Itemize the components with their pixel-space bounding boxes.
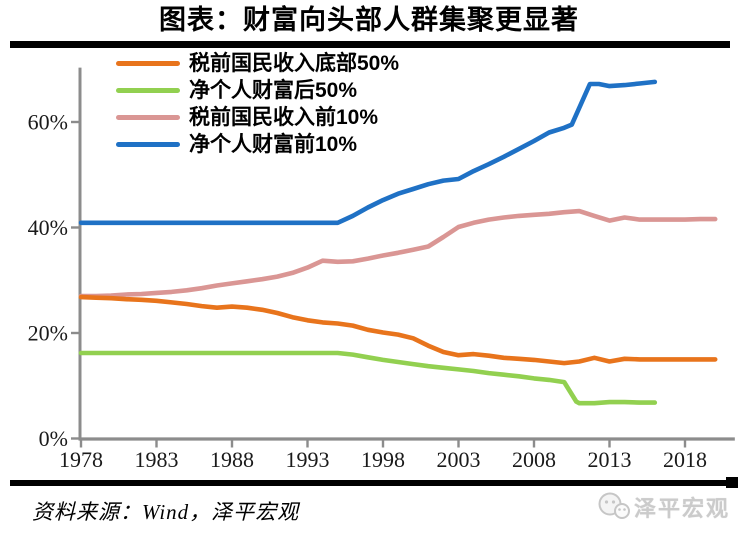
legend-swatch-wealth-bottom-50 (116, 88, 180, 93)
x-tick-label: 2013 (588, 447, 632, 472)
chart-legend: 税前国民收入底部50% 净个人财富后50% 税前国民收入前10% 净个人财富前10% (116, 50, 399, 158)
series-line-wealth-bottom-50 (78, 350, 658, 406)
top-divider-rule (10, 41, 730, 48)
data-source-note: 资料来源：Wind，泽平宏观 (32, 500, 300, 524)
bottom-divider-rule (10, 480, 738, 486)
series-line-income-top-10 (78, 208, 718, 299)
legend-swatch-income-top-10 (116, 115, 180, 120)
chart-title: 图表：财富向头部人群集聚更显著 (159, 5, 579, 35)
y-tick-label: 60% (28, 110, 68, 135)
legend-item-income-top-10: 税前国民收入前10% (116, 104, 399, 131)
legend-item-wealth-top-10: 净个人财富前10% (116, 131, 399, 158)
x-tick-label: 1998 (361, 447, 405, 472)
x-tick-label: 1983 (135, 447, 179, 472)
wechat-chat-bubbles-icon (598, 492, 630, 519)
x-tick-label: 1988 (210, 447, 254, 472)
legend-label-wealth-top-10: 净个人财富前10% (189, 133, 358, 156)
y-tick-label: 0% (39, 426, 68, 451)
legend-swatch-wealth-top-10 (116, 142, 180, 147)
x-tick-label: 2003 (437, 447, 481, 472)
legend-item-income-bottom-50: 税前国民收入底部50% (116, 50, 399, 77)
legend-label-wealth-bottom-50: 净个人财富后50% (189, 79, 358, 102)
series-line-income-bottom-50 (78, 294, 718, 366)
brand-watermark: 泽平宏观 (596, 490, 730, 524)
x-tick-label: 2018 (663, 447, 707, 472)
x-tick-label: 1978 (59, 447, 103, 472)
series-line-wealth-top-10 (78, 79, 658, 226)
brand-watermark-label: 泽平宏观 (634, 496, 731, 521)
legend-label-income-top-10: 税前国民收入前10% (189, 106, 379, 129)
y-tick-label: 40% (28, 215, 68, 240)
legend-label-income-bottom-50: 税前国民收入底部50% (189, 52, 400, 75)
x-tick-label: 2008 (512, 447, 556, 472)
x-tick-label: 1993 (286, 447, 330, 472)
legend-swatch-income-bottom-50 (116, 61, 180, 66)
y-tick-label: 20% (28, 321, 68, 346)
bottom-divider-end-cap (726, 477, 738, 488)
legend-item-wealth-bottom-50: 净个人财富后50% (116, 77, 399, 104)
